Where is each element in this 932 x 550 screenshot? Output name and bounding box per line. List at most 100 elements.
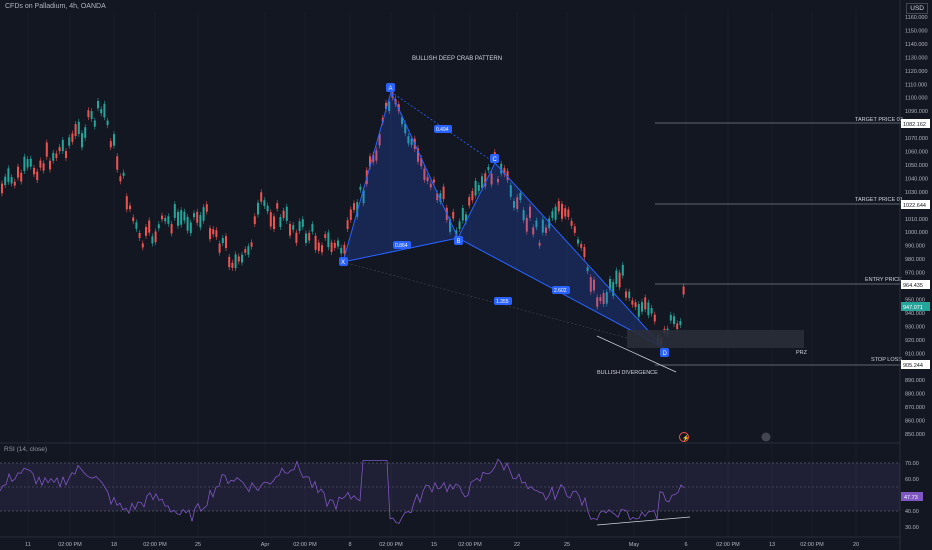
target1-label: TARGET PRICE 01 [855, 197, 903, 203]
svg-text:947.071: 947.071 [903, 305, 923, 311]
candle [340, 247, 343, 254]
candle [305, 233, 307, 243]
candle [170, 224, 173, 234]
ratio-1355: 1.355 [494, 297, 512, 305]
point-c-marker: C [490, 154, 499, 163]
candle [567, 209, 570, 217]
rsi-tick: 70.00 [905, 461, 919, 467]
candle [285, 206, 288, 221]
candle [401, 117, 403, 125]
entry-tag: 964.435 [901, 280, 930, 289]
price-tick: 890.000 [905, 378, 925, 384]
candle [564, 208, 567, 217]
candle [596, 297, 599, 307]
entry-label: ENTRY PRICE [865, 277, 902, 283]
candle [221, 237, 224, 244]
candle [375, 150, 378, 161]
price-tick: 1160.000 [905, 15, 928, 21]
candle [231, 262, 234, 268]
candle [7, 168, 10, 182]
candle [202, 207, 205, 221]
candle [205, 204, 208, 212]
time-tick: 25 [564, 542, 570, 548]
price-tick: 1130.000 [905, 55, 928, 61]
candle [68, 137, 71, 146]
candle [247, 246, 250, 255]
time-tick: 18 [111, 542, 117, 548]
candle [538, 242, 541, 246]
candle [669, 314, 672, 321]
candle [682, 286, 685, 295]
candle [74, 124, 77, 136]
candle [186, 216, 189, 231]
candle [417, 148, 419, 162]
time-tick: 02:00 PM [58, 542, 82, 548]
candle [61, 139, 64, 152]
price-tick: 1060.000 [905, 150, 928, 156]
candle [618, 272, 621, 288]
candle [20, 172, 23, 182]
svg-text:1.355: 1.355 [496, 299, 509, 305]
candle [26, 159, 29, 168]
candle [45, 142, 48, 157]
candle [356, 202, 359, 217]
candle [141, 243, 144, 248]
chart-title: CFDs on Palladium, 4h, OANDA [5, 3, 106, 10]
svg-text:C: C [493, 157, 498, 163]
candle [263, 200, 266, 207]
candle [330, 242, 333, 252]
candle [378, 133, 381, 146]
candle [23, 156, 26, 171]
candle [593, 279, 595, 291]
candle [353, 203, 355, 210]
candle [17, 166, 19, 178]
candle [503, 168, 506, 175]
candle [349, 209, 352, 220]
candle [609, 278, 611, 290]
candle [522, 210, 525, 221]
currency-label[interactable]: USD [906, 3, 928, 14]
candle [647, 302, 650, 316]
candle [253, 216, 256, 225]
time-tick: 02:00 PM [458, 542, 482, 548]
candle [346, 220, 349, 230]
ratio-0494: 0.494 [434, 125, 452, 133]
candle [151, 236, 154, 244]
time-tick: 20 [853, 542, 859, 548]
candle [650, 308, 653, 314]
candle [257, 202, 259, 215]
candle [250, 242, 253, 247]
svg-text:1082.162: 1082.162 [903, 122, 926, 128]
candle [628, 291, 631, 299]
candle [167, 216, 170, 224]
candle [481, 176, 483, 188]
svg-text:1022.644: 1022.644 [903, 203, 926, 209]
price-axis: 1160.000 1150.000 1140.000 1130.000 1120.000… [905, 15, 928, 438]
price-tick: 1140.000 [905, 42, 928, 48]
candle [474, 180, 477, 196]
svg-text:47.73: 47.73 [904, 495, 918, 501]
point-b-marker: B [454, 236, 463, 245]
candle [333, 242, 336, 248]
price-tick: 880.000 [905, 392, 925, 398]
candle [183, 211, 186, 221]
candle [343, 244, 346, 254]
candle [180, 210, 183, 225]
candle [279, 217, 282, 228]
candle [362, 189, 365, 204]
rsi-tick: 30.00 [905, 525, 919, 531]
candle [260, 192, 263, 202]
candle [218, 243, 221, 253]
svg-text:0.494: 0.494 [436, 127, 449, 133]
candle [551, 211, 554, 218]
candle [529, 206, 531, 218]
candle [621, 264, 624, 276]
candle [196, 211, 199, 223]
current-price-tag: 947.071 [901, 302, 930, 311]
price-tick: 1010.000 [905, 217, 928, 223]
candle [225, 236, 227, 249]
candle [49, 160, 51, 170]
candle [148, 220, 151, 233]
candle [644, 297, 647, 310]
